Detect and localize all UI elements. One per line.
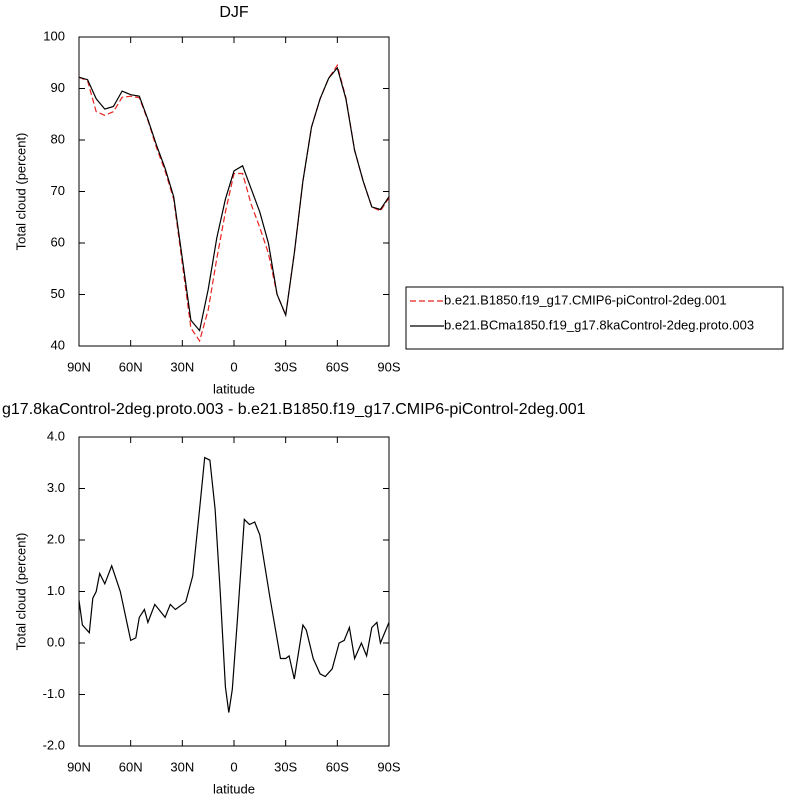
y-tick-label: 4.0 (47, 428, 65, 443)
y-axis-label: Total cloud (percent) (13, 133, 28, 251)
y-tick-label: 60 (51, 234, 65, 249)
y-tick-label: 70 (51, 183, 65, 198)
legend-label: b.e21.BCma1850.f19_g17.8kaControl-2deg.p… (444, 317, 754, 332)
y-tick-label: -1.0 (43, 686, 65, 701)
x-tick-label: 30S (274, 759, 297, 774)
y-tick-label: 3.0 (47, 480, 65, 495)
x-tick-label: 90S (377, 759, 400, 774)
x-tick-label: 0 (230, 359, 237, 374)
chart-title: g17.8kaControl-2deg.proto.003 - b.e21.B1… (2, 401, 586, 418)
x-axis-label: latitude (213, 381, 255, 396)
x-tick-label: 60N (119, 759, 143, 774)
x-axis-label: latitude (213, 781, 255, 796)
legend-box (405, 286, 784, 350)
y-tick-label: 1.0 (47, 583, 65, 598)
chart-title: DJF (219, 4, 249, 21)
y-tick-label: 80 (51, 131, 65, 146)
y-tick-label: -2.0 (43, 737, 65, 752)
plot-frame (78, 436, 390, 747)
y-tick-label: 40 (51, 337, 65, 352)
x-tick-label: 60S (326, 759, 349, 774)
x-tick-label: 90S (377, 359, 400, 374)
x-tick-label: 30N (170, 359, 194, 374)
y-tick-label: 90 (51, 80, 65, 95)
data-line (78, 456, 390, 713)
x-tick-label: 60N (119, 359, 143, 374)
x-tick-label: 30N (170, 759, 194, 774)
x-tick-label: 90N (67, 359, 91, 374)
y-tick-label: 2.0 (47, 531, 65, 546)
x-tick-label: 90N (67, 759, 91, 774)
x-tick-label: 30S (274, 359, 297, 374)
x-tick-label: 0 (230, 759, 237, 774)
data-line (78, 66, 390, 332)
y-tick-label: 0.0 (47, 634, 65, 649)
y-tick-label: 100 (43, 28, 65, 43)
y-axis-label: Total cloud (percent) (13, 533, 28, 651)
legend-label: b.e21.B1850.f19_g17.CMIP6-piControl-2deg… (444, 292, 727, 307)
data-line (78, 63, 390, 343)
y-tick-label: 50 (51, 286, 65, 301)
x-tick-label: 60S (326, 359, 349, 374)
